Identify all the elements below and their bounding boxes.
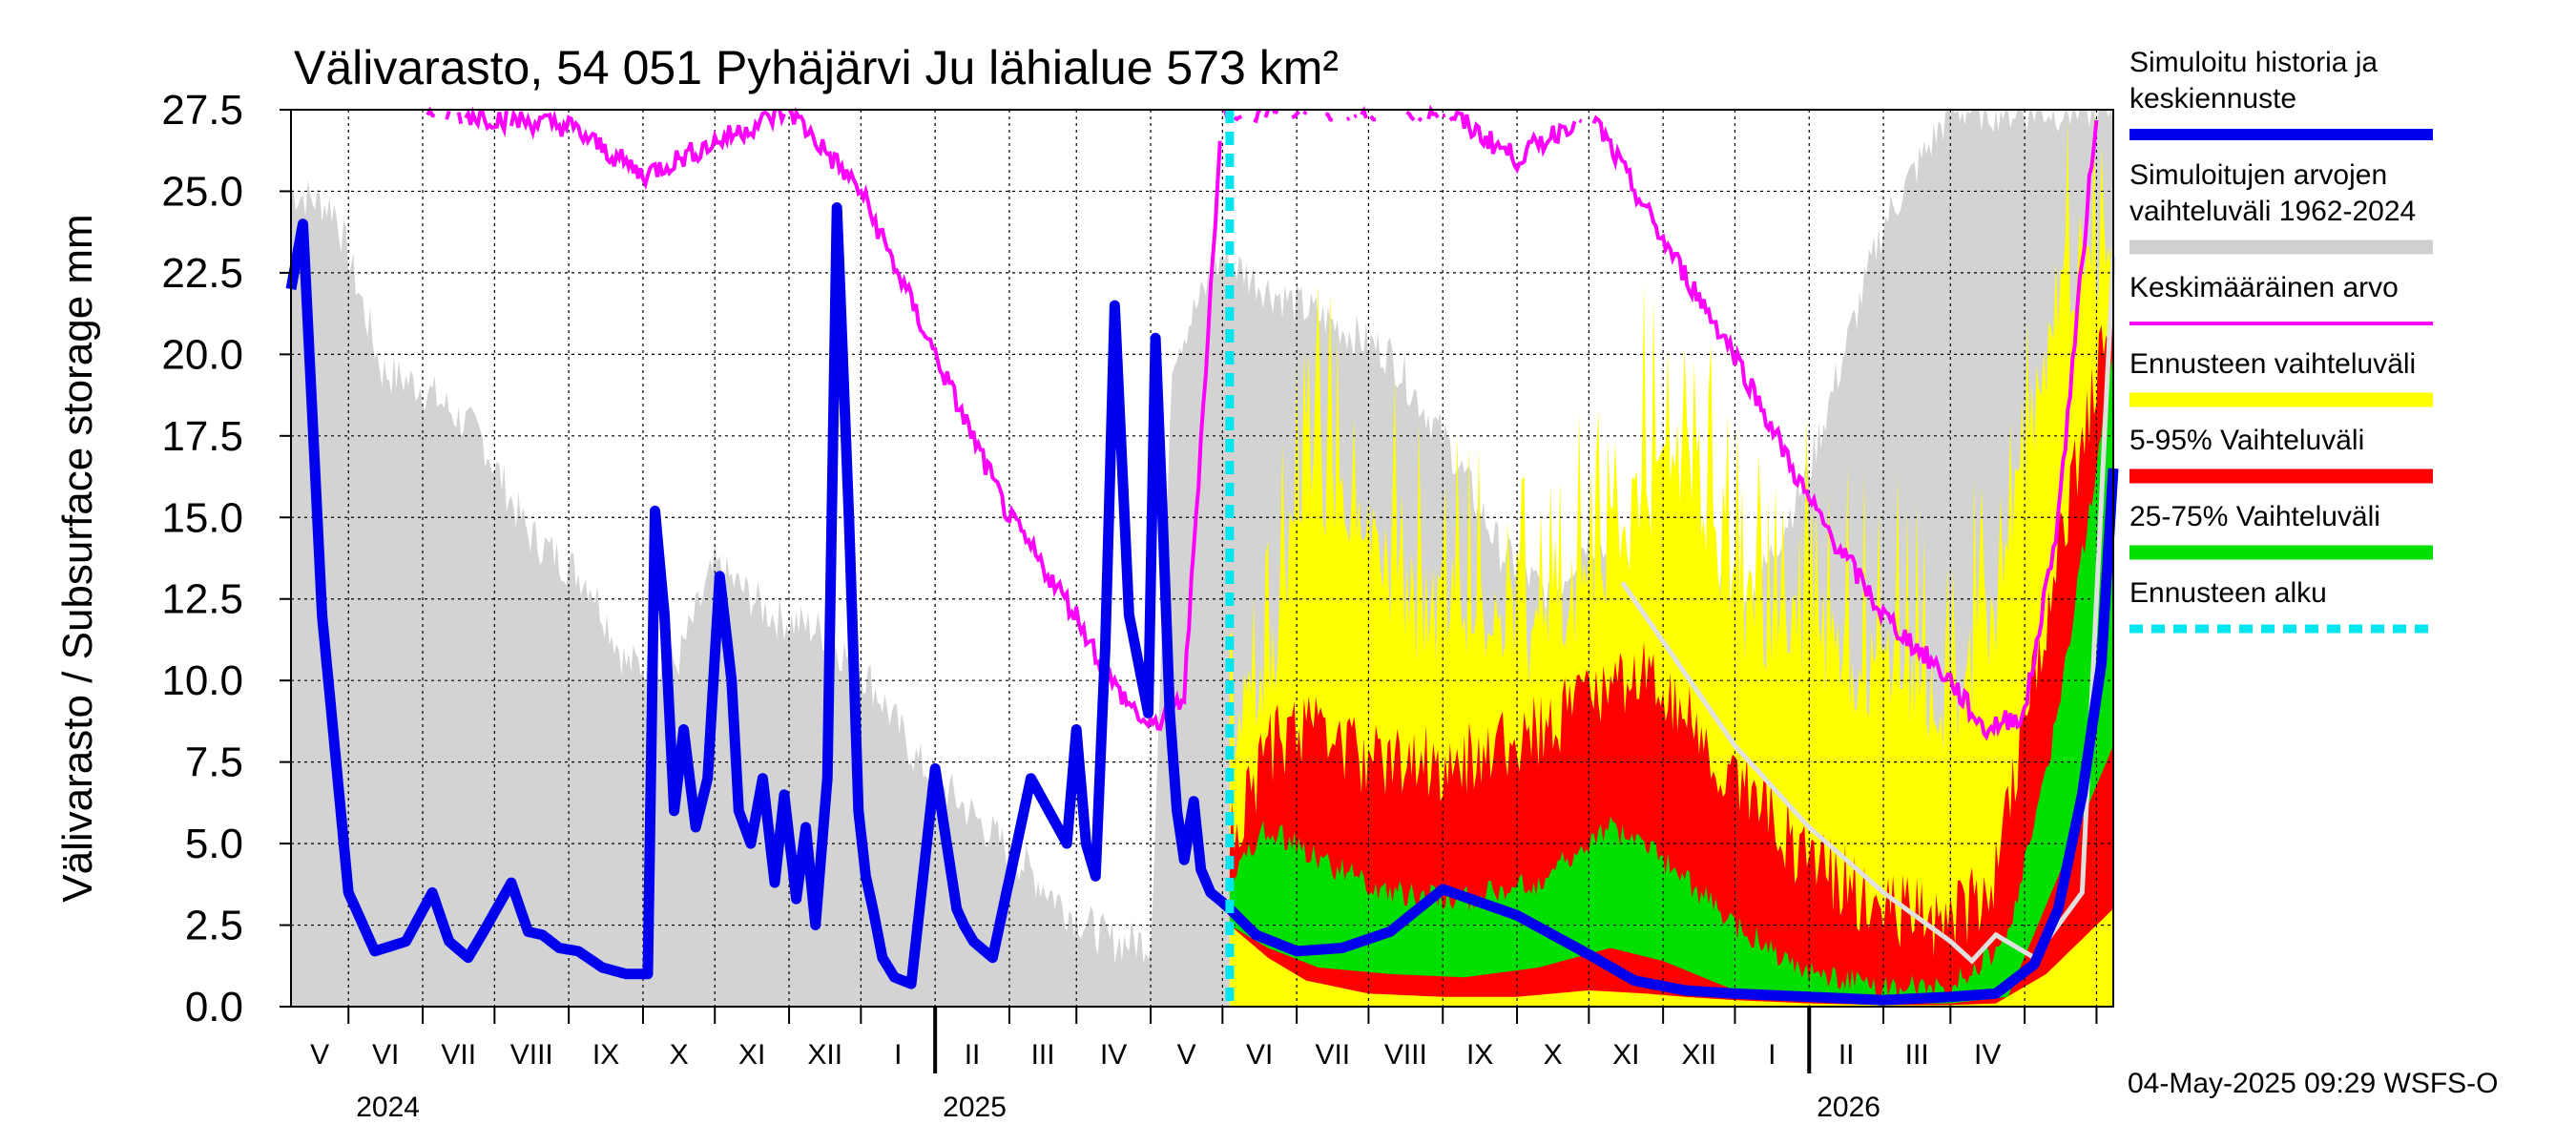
timestamp-label: 04-May-2025 09:29 WSFS-O bbox=[2128, 1068, 2499, 1099]
month-label: XII bbox=[1681, 1039, 1716, 1071]
month-label: III bbox=[1031, 1039, 1055, 1071]
legend-label: Ennusteen vaihteluväli bbox=[2129, 348, 2416, 380]
y-tick-label: 10.0 bbox=[161, 657, 243, 704]
y-tick-label: 25.0 bbox=[161, 168, 243, 215]
legend-swatch bbox=[2129, 322, 2433, 325]
forecast-5-95-band bbox=[1229, 305, 2113, 1006]
plot-frame bbox=[290, 109, 2114, 1008]
month-label: VIII bbox=[510, 1039, 553, 1071]
forecast-reference-line bbox=[1620, 256, 2116, 965]
y-tick-label: 7.5 bbox=[185, 739, 243, 786]
month-label: VI bbox=[1246, 1039, 1273, 1071]
legend-label: Keskimääräinen arvo bbox=[2129, 272, 2399, 303]
y-tick-label: 5.0 bbox=[185, 821, 243, 867]
month-label: VII bbox=[1315, 1039, 1350, 1071]
year-label: 2024 bbox=[356, 1092, 420, 1123]
legend-label: Simuloitu historia ja bbox=[2129, 47, 2378, 78]
month-label: X bbox=[670, 1039, 689, 1071]
y-tick-label: 20.0 bbox=[161, 331, 243, 378]
year-label: 2025 bbox=[943, 1092, 1007, 1123]
y-tick-label: 22.5 bbox=[161, 250, 243, 297]
legend-swatch bbox=[2129, 129, 2433, 140]
y-axis: 0.0 2.5 5.0 7.5 10.0 12.5 15.0 17.5 20.0 22.5 25.0… bbox=[161, 87, 291, 1030]
month-label: IV bbox=[1974, 1039, 2001, 1071]
month-label: XII bbox=[807, 1039, 842, 1071]
month-label: IX bbox=[592, 1039, 619, 1071]
y-tick-label: 0.0 bbox=[185, 984, 243, 1030]
year-label: 2026 bbox=[1817, 1092, 1880, 1123]
month-label: III bbox=[1905, 1039, 1929, 1071]
month-label: II bbox=[965, 1039, 981, 1071]
legend-swatch bbox=[2129, 468, 2433, 484]
month-label: XI bbox=[738, 1039, 765, 1071]
series-main-line bbox=[285, 202, 2119, 1006]
y-tick-label: 12.5 bbox=[161, 576, 243, 623]
chart-title: Välivarasto, 54 051 Pyhäjärvi Ju lähialu… bbox=[294, 41, 1339, 94]
y-tick-label: 15.0 bbox=[161, 494, 243, 541]
legend: Simuloitu historia ja keskiennuste Simuloi… bbox=[2129, 47, 2433, 634]
month-label: I bbox=[1768, 1039, 1776, 1071]
legend-label: Simuloitujen arvojen bbox=[2129, 159, 2387, 191]
legend-swatch bbox=[2129, 239, 2433, 255]
month-label: VIII bbox=[1384, 1039, 1427, 1071]
legend-swatch bbox=[2129, 545, 2433, 560]
month-label: IX bbox=[1466, 1039, 1493, 1071]
month-label: X bbox=[1544, 1039, 1563, 1071]
legend-label: keskiennuste bbox=[2129, 83, 2296, 114]
legend-label: Ennusteen alku bbox=[2129, 577, 2327, 609]
month-label: II bbox=[1839, 1039, 1855, 1071]
legend-label: vaihteluväli 1962-2024 bbox=[2129, 196, 2416, 227]
y-tick-label: 2.5 bbox=[185, 903, 243, 949]
y-tick-label: 17.5 bbox=[161, 413, 243, 460]
month-label: VII bbox=[441, 1039, 476, 1071]
month-label: IV bbox=[1100, 1039, 1127, 1071]
month-label: V bbox=[1177, 1039, 1196, 1071]
month-label: I bbox=[894, 1039, 902, 1071]
legend-label: 25-75% Vaihteluväli bbox=[2129, 501, 2380, 532]
x-axis: V VI VII VIII IX X XI XII I II III IV V VI VII VIII IX X X… bbox=[310, 1007, 2098, 1123]
legend-label: 5-95% Vaihteluväli bbox=[2129, 425, 2364, 456]
y-axis-label: Välivarasto / Subsurface storage mm bbox=[54, 214, 101, 902]
month-label: XI bbox=[1612, 1039, 1639, 1071]
month-label: VI bbox=[372, 1039, 399, 1071]
legend-swatch bbox=[2129, 392, 2433, 407]
plot-area-group: 0.0 2.5 5.0 7.5 10.0 12.5 15.0 17.5 20.0 22.5 25.0… bbox=[161, 87, 2119, 1123]
month-label: V bbox=[310, 1039, 329, 1071]
y-tick-label: 27.5 bbox=[161, 87, 243, 134]
